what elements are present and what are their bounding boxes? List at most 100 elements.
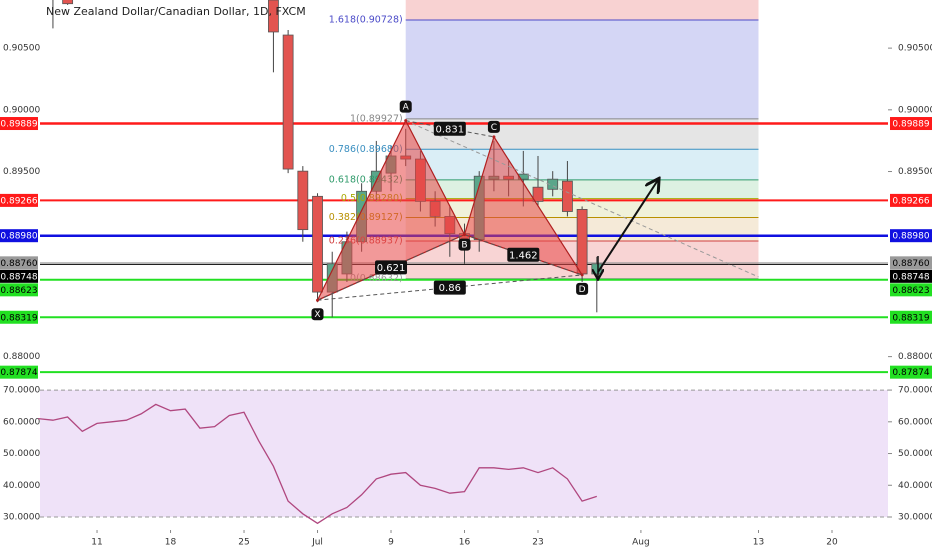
price-label: 0.87874	[892, 368, 929, 378]
price-label: 0.88760	[0, 259, 37, 269]
ratio-label-bg	[433, 121, 466, 136]
fib-top-band	[405, 0, 759, 20]
price-label-bg	[890, 269, 932, 283]
point-label: D	[579, 285, 586, 295]
candle-body	[62, 0, 74, 5]
price-label-bg	[0, 283, 38, 297]
y-tick-label: 30.0000	[898, 512, 932, 522]
pattern-dash	[317, 274, 583, 301]
candle-body	[547, 178, 559, 190]
y-tick-label: 0.90500	[898, 44, 932, 54]
y-tick-label: 0.88000	[898, 352, 932, 362]
pattern-point	[463, 233, 467, 237]
ratio-label: 0.86	[439, 283, 461, 294]
price-label: 0.89889	[892, 120, 929, 130]
price-label: 0.88319	[892, 313, 929, 323]
price-label-bg	[890, 117, 932, 131]
point-label: B	[461, 241, 467, 251]
pattern-point	[316, 298, 320, 302]
fib-label: 0.786(0.89680)	[329, 144, 403, 155]
price-label: 0.88623	[892, 286, 929, 296]
price-label: 0.89889	[0, 120, 37, 130]
y-tick-label: 70.0000	[898, 386, 932, 396]
price-label-bg	[0, 117, 38, 131]
y-tick-label: 0.90500	[3, 44, 40, 54]
pattern-dash	[405, 120, 759, 278]
price-label-bg	[0, 229, 38, 243]
x-tick-label: 16	[459, 538, 471, 548]
rsi-pane: 70.0000 70.0000 60.0000 60.0000 50.0000 50.00…	[3, 386, 932, 525]
chart-title: New Zealand Dollar/Canadian Dollar, 1D, …	[46, 5, 306, 18]
ratio-label: 1.462	[509, 250, 538, 261]
price-label: 0.87874	[0, 368, 37, 378]
price-label-bg	[890, 193, 932, 207]
price-label: 0.88748	[892, 272, 929, 282]
fib-label: 1.618(0.90728)	[329, 14, 403, 25]
pattern-point	[492, 135, 496, 139]
y-tick-label: 0.89500	[3, 167, 40, 177]
x-tick-label: 13	[753, 538, 764, 548]
y-tick-label: 40.0000	[898, 481, 932, 491]
y-tick-label: 0.88000	[3, 352, 40, 362]
price-label-bg	[0, 256, 38, 270]
price-label-bg	[0, 269, 38, 283]
y-tick-label: 40.0000	[3, 481, 40, 491]
x-tick-label: Aug	[632, 538, 650, 548]
price-label-bg	[890, 229, 932, 243]
candle-body	[576, 209, 588, 275]
x-tick-label: 9	[388, 538, 394, 548]
pattern-point	[404, 119, 408, 123]
fib-label: 0.618(0.89432)	[329, 174, 403, 185]
candle-body	[312, 195, 323, 293]
ratio-label: 0.621	[377, 263, 406, 274]
x-tick-label: Jul	[311, 538, 323, 548]
axes: 1.618(0.90728) 1(0.89927) 0.786(0.89680) 0.…	[0, 14, 932, 548]
candle-body	[532, 186, 544, 202]
y-tick-label: 50.0000	[898, 449, 932, 459]
price-label: 0.88980	[0, 232, 37, 242]
y-tick-label: 60.0000	[3, 417, 40, 427]
y-tick-label: 50.0000	[3, 449, 40, 459]
point-label-bg	[399, 100, 412, 113]
point-label: X	[314, 310, 320, 320]
y-tick-label: 60.0000	[898, 417, 932, 427]
price-label: 0.88623	[0, 286, 37, 296]
y-tick-label: 0.90000	[3, 105, 40, 115]
fib-label: 0(0.88632)	[350, 273, 403, 284]
point-label-bg	[487, 120, 500, 133]
point-label-bg	[576, 282, 589, 295]
point-label: C	[491, 123, 497, 133]
price-label-bg	[890, 310, 932, 324]
x-tick-label: 11	[91, 538, 102, 548]
rsi-line	[38, 403, 597, 525]
rsi-band	[40, 390, 888, 517]
x-tick-label: 23	[532, 538, 543, 548]
price-label-bg	[890, 365, 932, 379]
price-label-bg	[0, 310, 38, 324]
point-label-bg	[458, 238, 471, 251]
candle-body	[297, 170, 309, 231]
candle-body	[268, 0, 279, 33]
y-tick-label: 0.89500	[898, 167, 932, 177]
ratio-label-bg	[507, 247, 540, 262]
y-tick-label: 0.90000	[898, 105, 932, 115]
ratio-label-bg	[375, 260, 408, 275]
price-label: 0.89266	[0, 196, 37, 206]
price-label: 0.89266	[892, 196, 929, 206]
price-label: 0.88748	[0, 272, 37, 282]
ratio-label-bg	[433, 280, 466, 295]
ratio-label: 0.831	[435, 124, 464, 135]
point-label-bg	[311, 308, 324, 321]
x-tick-label: 20	[826, 538, 838, 548]
pattern-point	[580, 273, 584, 277]
price-label: 0.88760	[892, 259, 929, 269]
price-label-bg	[890, 256, 932, 270]
fib-band	[405, 179, 759, 199]
y-tick-label: 30.0000	[3, 512, 40, 522]
candle-body	[282, 34, 294, 170]
price-label-bg	[890, 283, 932, 297]
price-label-bg	[0, 365, 38, 379]
candle-body	[562, 180, 573, 212]
